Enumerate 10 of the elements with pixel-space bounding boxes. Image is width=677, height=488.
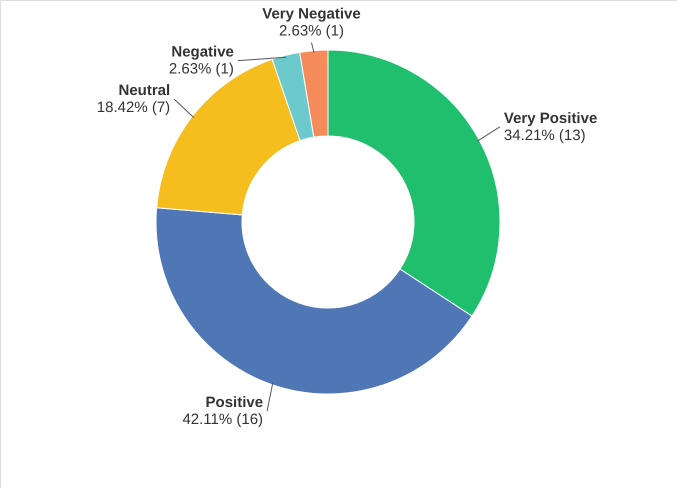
slice-label: Very Positive bbox=[504, 110, 598, 127]
slice-label: Positive bbox=[206, 394, 264, 412]
slice-label: Very Negative bbox=[262, 6, 361, 23]
slice-label: Negative bbox=[171, 44, 234, 61]
slice-label: Neutral bbox=[118, 82, 170, 100]
data-label: 42.11% (16) bbox=[182, 411, 264, 428]
data-label: 18.42% (7) bbox=[96, 99, 170, 116]
data-label: 2.63% (1) bbox=[278, 22, 344, 40]
data-label: 2.63% (1) bbox=[168, 60, 234, 78]
data-label: 34.21% (13) bbox=[504, 126, 586, 144]
